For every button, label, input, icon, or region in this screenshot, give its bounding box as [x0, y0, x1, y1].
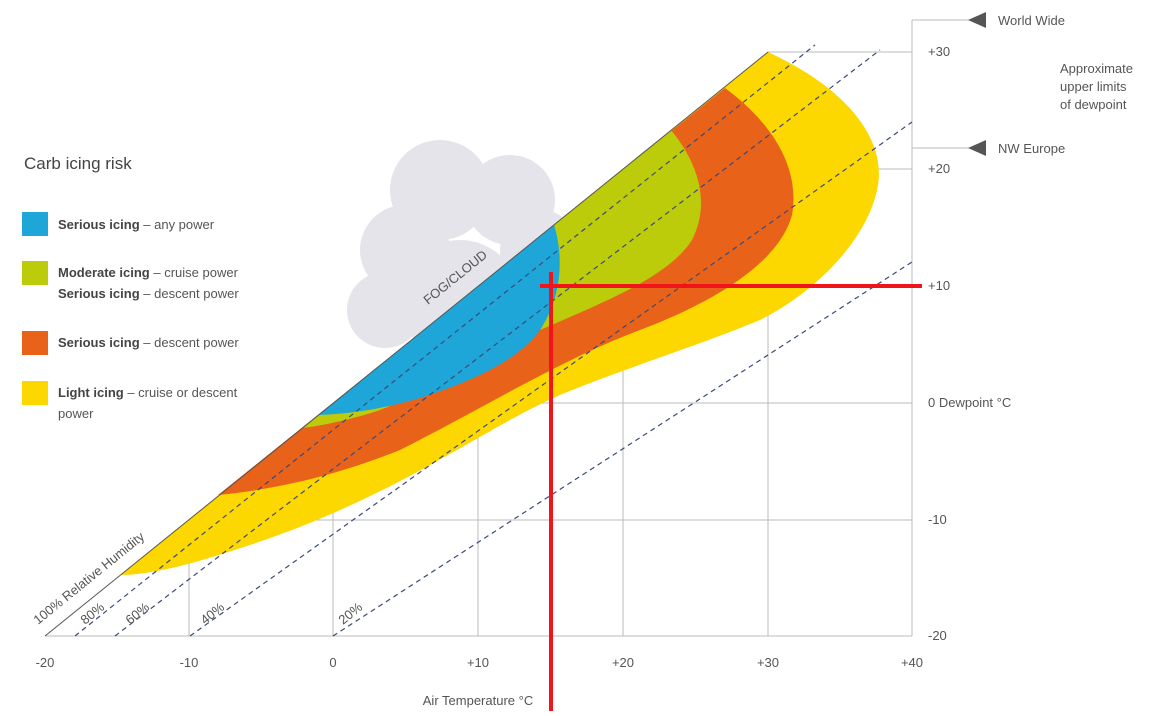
legend-text: – cruise power — [153, 265, 238, 280]
legend-strong: Serious icing — [58, 286, 140, 301]
y-tick-label: -20 — [928, 628, 947, 643]
legend-text: – cruise or descent — [127, 385, 237, 400]
x-tick-label: +40 — [901, 655, 923, 670]
rh-percent: 80% — [77, 599, 107, 627]
carb-icing-chart: FOG/CLOUD 100% Relative Humidity 80% 60%… — [0, 0, 1169, 711]
legend-line: Serious icing – descent power — [58, 335, 239, 350]
y-tick-label: +20 — [928, 161, 950, 176]
legend-line: Serious icing – any power — [58, 217, 215, 232]
legend-swatch — [22, 212, 48, 236]
limit-label: NW Europe — [998, 141, 1065, 156]
y-tick-label: +30 — [928, 44, 950, 59]
note: of dewpoint — [1060, 97, 1127, 112]
x-tick-label: +20 — [612, 655, 634, 670]
note: upper limits — [1060, 79, 1127, 94]
x-tick-label: -20 — [36, 655, 55, 670]
legend-line: Light icing – cruise or descent — [58, 385, 238, 400]
legend-swatch — [22, 381, 48, 405]
y-tick-label: 0 Dewpoint °C — [928, 395, 1011, 410]
legend-text: – descent power — [143, 335, 239, 350]
arrow — [968, 12, 986, 28]
arrow — [968, 140, 986, 156]
y-tick-label: -10 — [928, 512, 947, 527]
note: Approximate — [1060, 61, 1133, 76]
legend-text: – any power — [143, 217, 214, 232]
limit-label: World Wide — [998, 13, 1065, 28]
legend-line: Serious icing – descent power — [58, 286, 239, 301]
x-axis-label: Air Temperature °C — [423, 693, 533, 708]
y-tick-label: +10 — [928, 278, 950, 293]
legend-strong: Serious icing — [58, 335, 140, 350]
legend-line: Moderate icing – cruise power — [58, 265, 239, 280]
legend-strong: Light icing — [58, 385, 124, 400]
legend-strong: Moderate icing — [58, 265, 150, 280]
legend-text: – descent power — [143, 286, 239, 301]
legend-line: power — [58, 406, 94, 421]
legend-swatch — [22, 331, 48, 355]
x-tick-label: +10 — [467, 655, 489, 670]
rh-percent: 40% — [197, 599, 227, 627]
rh-percent: 60% — [122, 599, 152, 627]
x-tick-label: -10 — [180, 655, 199, 670]
x-tick-label: +30 — [757, 655, 779, 670]
x-tick-label: 0 — [329, 655, 336, 670]
legend-swatch — [22, 261, 48, 285]
legend-strong: Serious icing — [58, 217, 140, 232]
rh-percent: 20% — [335, 599, 365, 627]
legend-title: Carb icing risk — [24, 154, 132, 173]
